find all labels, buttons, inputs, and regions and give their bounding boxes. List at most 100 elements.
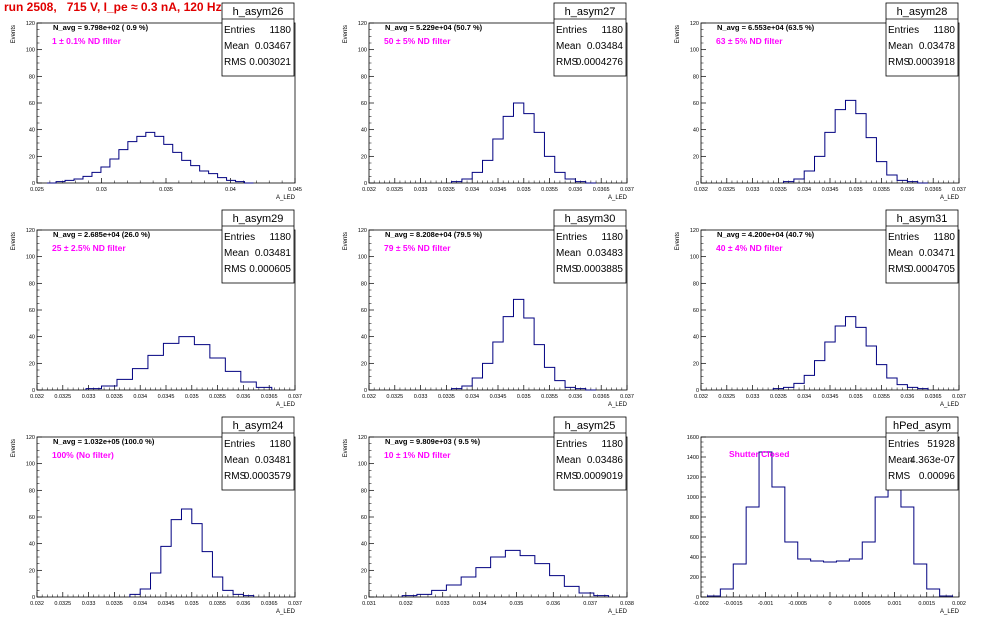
x-tick-label: 0.034 [797,394,811,400]
histogram-bin [161,546,171,597]
stats-value: 0.0003885 [576,264,624,275]
y-tick-label: 60 [361,308,367,314]
y-tick-label: 80 [29,74,35,80]
stats-label: Entries [224,25,255,36]
stats-label: Mean [224,41,249,52]
histogram-bin [513,299,523,390]
histogram-bin [825,132,835,183]
stats-box [885,416,959,491]
stats-value: 1180 [933,25,955,36]
histogram-svg: 0 20 40 60 80 100 120 0.032 0.0325 0.033 0.0335 0.0… [11,209,302,408]
stats-value: 4.363e-07 [910,455,955,466]
filter-label: 79 ± 5% ND filter [384,243,451,253]
stats-value: 0.03471 [919,248,956,259]
stats-box [221,416,295,491]
x-tick-label: 0.033 [746,394,760,400]
histogram-svg: 0 20 40 60 80 100 120 0.025 0.03 0.035 0.04 0.045 Ev… [11,2,302,201]
y-tick-label: 60 [29,308,35,314]
y-tick-label: 0 [364,181,367,187]
x-tick-label: 0.0005 [854,601,871,607]
stats-label: RMS [888,471,911,482]
histogram-bin [110,159,119,183]
stats-title: h_asym29 [233,213,284,225]
histogram-bin [181,509,191,597]
histogram-pad-h_asym24: 0 20 40 60 80 100 120 0.032 0.0325 0.033 0.0335 0.0… [0,414,332,621]
histogram-bin [163,343,178,390]
x-tick-label: 0.037 [583,601,597,607]
y-tick-label: 60 [693,101,699,107]
histogram-bin [550,576,565,597]
histogram-svg: 0 20 40 60 80 100 120 0.032 0.0325 0.033 0.0335 0.0… [675,209,966,408]
x-tick-label: -0.0005 [788,601,807,607]
histogram-svg: 0 20 40 60 80 100 120 0.032 0.0325 0.033 0.0335 0.0… [675,2,966,201]
stats-label: Mean [556,248,581,259]
x-tick-label: 0.033 [414,394,428,400]
stats-label: RMS [556,264,579,275]
x-tick-label: 0.03 [96,187,107,193]
y-tick-label: 20 [361,154,367,160]
histogram-bin [901,507,914,597]
stats-title: h_asym31 [897,213,948,225]
x-tick-label: 0.032 [30,601,44,607]
x-tick-label: 0.036 [901,394,915,400]
filter-label: 10 ± 1% ND filter [384,450,451,460]
histogram-line [47,131,254,184]
x-tick-label: 0.0325 [718,187,735,193]
y-tick-label: 0 [364,595,367,601]
histogram-bin [483,363,493,390]
x-tick-label: 0.036 [237,394,251,400]
histogram-bin [101,167,110,183]
x-tick-label: 0.0335 [438,394,455,400]
y-tick-label: 40 [29,542,35,548]
x-tick-label: 0.038 [620,601,634,607]
x-axis-title: A_LED [608,609,628,615]
x-tick-label: 0.032 [30,394,44,400]
histogram-bin [218,178,227,183]
x-tick-label: 0.0335 [770,394,787,400]
stats-value: 0.03483 [587,248,624,259]
y-tick-label: 120 [26,228,35,234]
y-tick-label: 20 [361,361,367,367]
x-tick-label: 0.036 [569,394,583,400]
x-tick-label: 0.0345 [822,187,839,193]
histogram-pad-h_asym28: 0 20 40 60 80 100 120 0.032 0.0325 0.033 0.0335 0.0… [664,0,996,207]
histogram-line [772,316,929,390]
stats-value: 0.03484 [587,41,624,52]
y-tick-label: 0 [364,388,367,394]
x-axis-title: A_LED [608,195,628,201]
x-tick-label: 0.0345 [490,394,507,400]
histogram-bin [461,577,476,597]
stats-box [221,2,295,77]
filter-label: 50 ± 5% ND filter [384,36,451,46]
filter-label: 1 ± 0.1% ND filter [52,36,122,46]
histogram-bin [164,144,173,183]
histogram-pad-h_asym31: 0 20 40 60 80 100 120 0.032 0.0325 0.033 0.0335 0.0… [664,207,996,414]
histogram-line [451,102,597,184]
x-tick-label: 0.0365 [593,394,610,400]
x-tick-label: 0.0325 [54,601,71,607]
x-tick-label: 0.0345 [822,394,839,400]
y-tick-label: 0 [696,595,699,601]
navg-label: N_avg = 5.229e+04 (50.7 %) [385,23,483,32]
y-tick-label: 120 [358,21,367,27]
x-tick-label: 0.035 [159,187,173,193]
x-tick-label: 0.0365 [593,187,610,193]
run-title: run 2508, 715 V, I_pe ≈ 0.3 nA, 120 Hz [4,0,222,14]
x-axis-title: A_LED [940,402,960,408]
stats-label: Entries [224,439,255,450]
stats-title: h_asym25 [565,420,616,432]
y-axis-title: Events [11,25,17,43]
y-tick-label: 80 [361,281,367,287]
histogram-bin [524,318,534,390]
histogram-bin [200,171,209,183]
y-tick-label: 1000 [687,495,699,501]
histogram-bin [856,327,866,390]
y-axis-title: Events [343,25,349,43]
x-tick-label: 0.0365 [925,187,942,193]
histogram-bin [815,156,825,183]
x-tick-label: 0.037 [288,394,302,400]
stats-label: Mean [888,248,913,259]
stats-value: 0.003021 [249,57,291,68]
stats-label: Entries [556,232,587,243]
x-tick-label: 0.034 [473,601,487,607]
